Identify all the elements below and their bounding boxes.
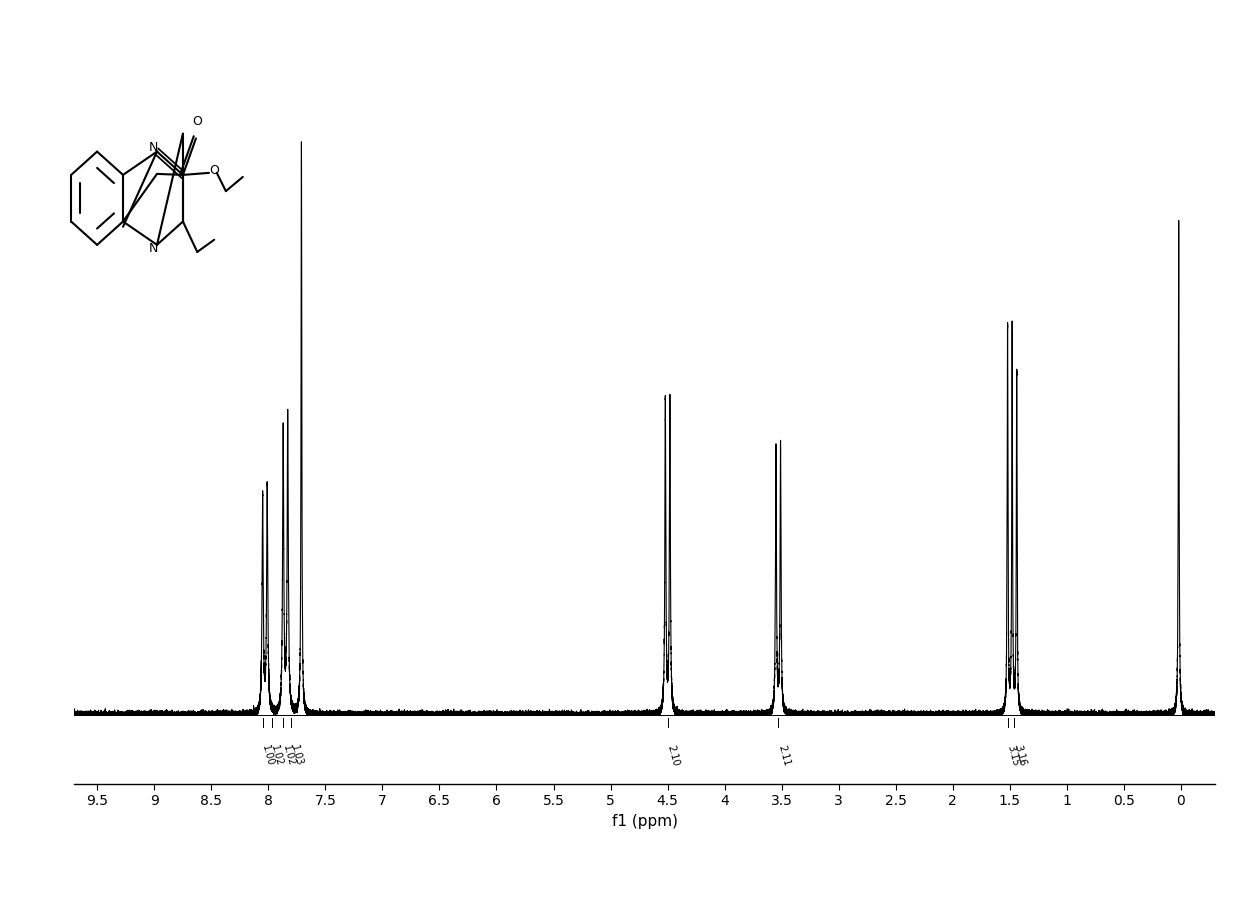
Text: 3.15: 3.15 [1006, 744, 1021, 768]
Text: 1.02: 1.02 [281, 744, 296, 768]
Text: 3.16: 3.16 [1012, 744, 1027, 768]
Text: O: O [192, 115, 202, 128]
Text: N: N [149, 141, 157, 154]
Text: 1.00: 1.00 [260, 744, 275, 768]
X-axis label: f1 (ppm): f1 (ppm) [611, 814, 678, 829]
Text: 2.10: 2.10 [666, 744, 681, 768]
Text: O: O [210, 164, 219, 177]
Text: 1.02: 1.02 [269, 744, 285, 768]
Text: 2.11: 2.11 [776, 744, 791, 768]
Text: N: N [149, 242, 157, 255]
Text: 1.03: 1.03 [289, 744, 304, 768]
